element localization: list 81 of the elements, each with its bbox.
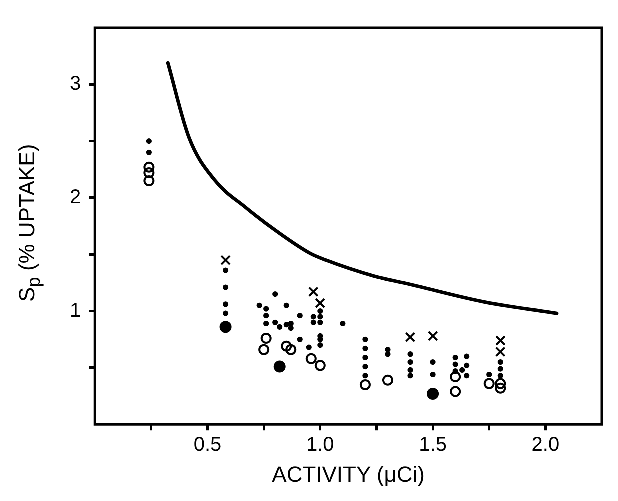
point [264,306,270,312]
point [452,368,458,374]
point [297,313,303,319]
point [222,310,229,316]
point [264,320,270,327]
point [360,379,371,390]
x-tick-label: 1.5 [419,434,447,456]
x-axis-title: ACTIVITY (μCi) [272,462,425,487]
point [315,298,326,309]
x-tick-label: 2.0 [532,434,560,456]
point [146,150,152,156]
point [362,354,368,361]
y-tick-label: 1 [70,300,82,322]
point [405,332,416,343]
point [286,344,297,356]
point [284,302,290,308]
point [498,359,504,366]
x-tick-label: 0.5 [194,434,222,456]
point [264,313,270,319]
point [362,364,368,370]
point [220,321,232,334]
point [222,284,229,290]
point [256,302,262,308]
point [284,322,290,328]
point [430,359,436,366]
point [408,367,414,374]
point [428,330,438,342]
point [306,344,312,350]
point [382,374,394,386]
line-series [166,61,559,316]
point [314,360,326,372]
point [430,372,436,378]
x-tick-label: 1.0 [306,434,334,456]
point [427,388,440,400]
point [460,367,466,374]
point [260,332,272,344]
point [450,372,462,383]
point [297,336,303,342]
point [146,138,152,144]
point [144,175,155,186]
y-tick-label: 3 [70,73,82,96]
point [452,362,458,368]
point [340,320,346,327]
point [486,372,492,378]
point [272,320,278,326]
point [385,352,391,358]
point [408,359,414,366]
point [408,373,414,379]
point [362,346,368,352]
point [318,320,324,326]
point [484,378,495,390]
point [495,378,506,390]
point [452,354,458,361]
point [310,314,316,320]
point [318,308,324,314]
point [408,352,414,358]
point [308,286,319,298]
point [362,336,368,342]
point [464,362,470,368]
point [464,373,470,379]
point [220,255,232,266]
point [498,366,504,372]
y-tick-label: 2 [70,186,82,208]
point [306,353,317,364]
point [144,162,155,173]
point [144,168,155,179]
point [272,291,278,298]
point [281,340,292,352]
point [362,373,368,379]
point [498,373,504,379]
point [274,360,286,373]
point [464,354,470,360]
point [450,386,462,398]
point [310,320,316,326]
point [277,324,283,330]
point [222,302,229,308]
point [318,342,324,348]
point [495,382,506,394]
point [258,344,270,356]
point [318,314,324,320]
point [222,268,229,274]
